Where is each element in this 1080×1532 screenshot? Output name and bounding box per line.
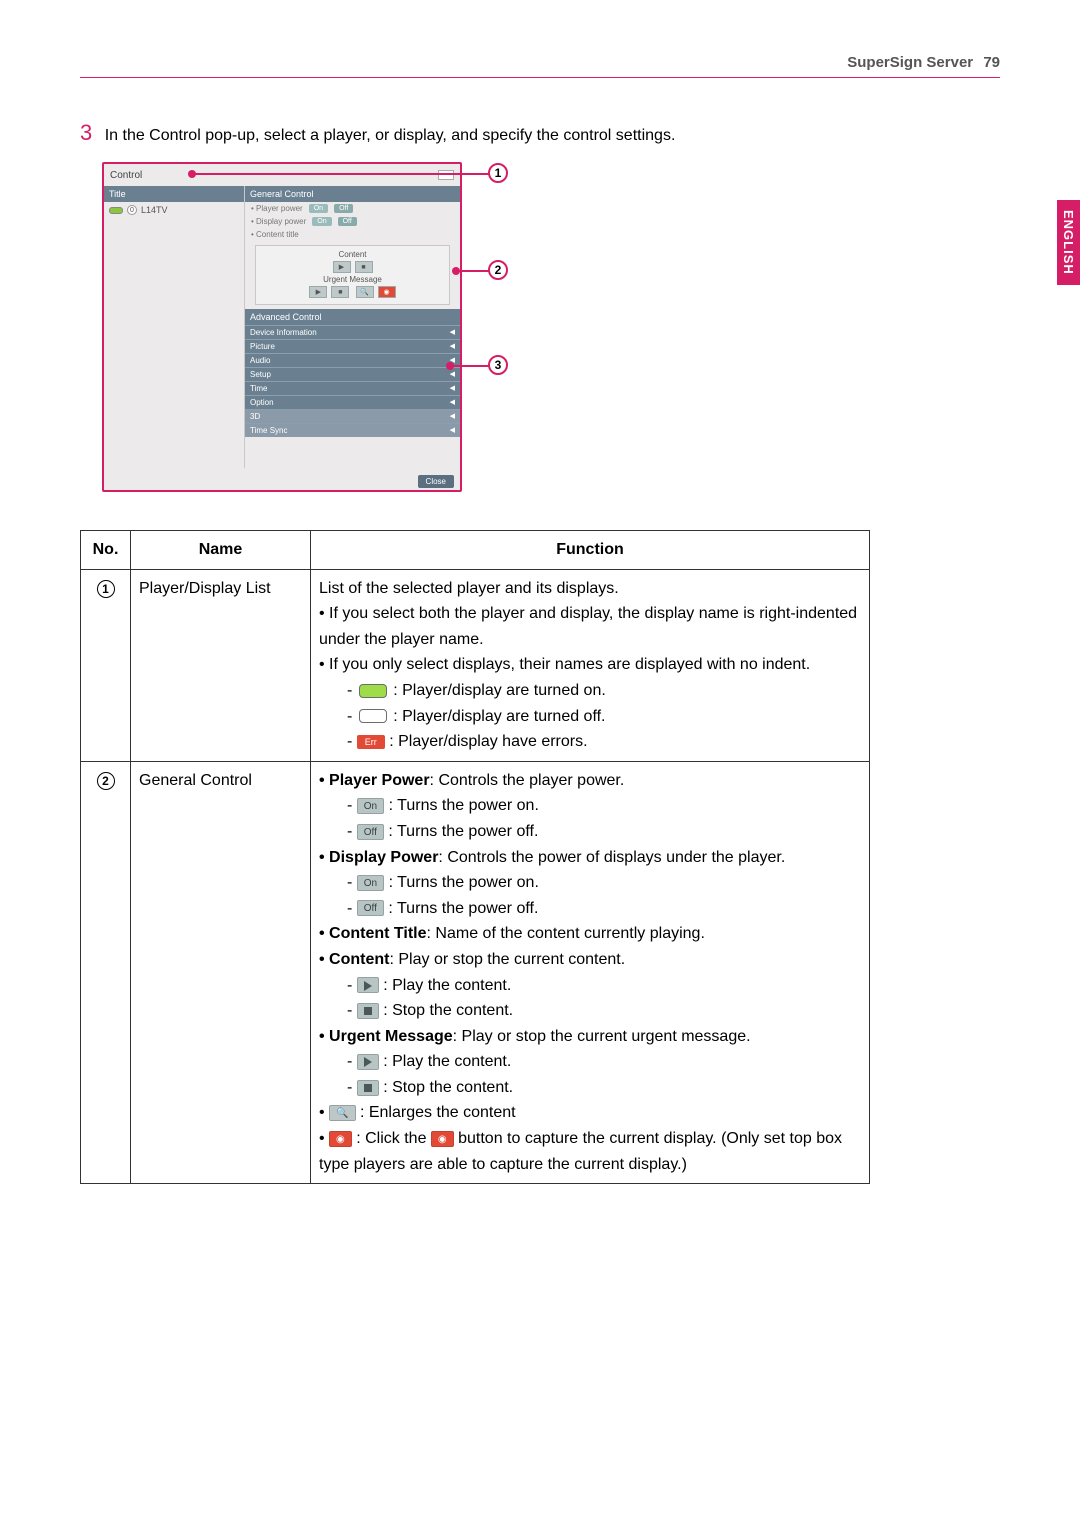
th-name: Name bbox=[131, 531, 311, 570]
step-number: 3 bbox=[80, 120, 92, 145]
content-play-button[interactable]: ▶ bbox=[333, 261, 351, 273]
th-function: Function bbox=[311, 531, 870, 570]
player-power-on-button[interactable]: On bbox=[309, 204, 328, 213]
adv-timesync[interactable]: Time Sync◀ bbox=[245, 423, 460, 437]
play-button-icon-2 bbox=[357, 1054, 379, 1070]
display-power-row: • Display power On Off bbox=[245, 215, 460, 228]
content-label: Content bbox=[260, 250, 445, 259]
header-title: SuperSign Server bbox=[847, 54, 973, 71]
content-text: : Play or stop the current content. bbox=[389, 951, 625, 968]
row1-line3: • If you only select displays, their nam… bbox=[319, 652, 861, 678]
status-off-icon bbox=[359, 709, 387, 723]
display-power-label: • Display power bbox=[251, 217, 306, 226]
row1-line1: List of the selected player and its disp… bbox=[319, 576, 861, 602]
status-err-icon: Err bbox=[357, 735, 385, 749]
general-control-header: General Control bbox=[245, 186, 460, 202]
adv-option[interactable]: Option◀ bbox=[245, 395, 460, 409]
adv-3d[interactable]: 3D◀ bbox=[245, 409, 460, 423]
adv-picture[interactable]: Picture◀ bbox=[245, 339, 460, 353]
display-power-text: : Controls the power of displays under t… bbox=[438, 849, 785, 866]
urgent-message-text: : Play or stop the current urgent messag… bbox=[453, 1028, 751, 1045]
off-button-icon-2: Off bbox=[357, 900, 384, 916]
capture-icon-2: ◉ bbox=[431, 1131, 454, 1147]
content-controls-box: Content ▶ ■ Urgent Message ▶ ■ 🔍 ◉ bbox=[255, 245, 450, 305]
device-row[interactable]: 0 L14TV bbox=[104, 202, 244, 218]
row2-func: • Player Power: Controls the player powe… bbox=[311, 761, 870, 1184]
page-header: SuperSign Server 79 bbox=[80, 54, 1000, 78]
on-text: : Turns the power on. bbox=[389, 797, 539, 814]
row1-line2: • If you select both the player and disp… bbox=[319, 601, 861, 652]
urgent-message-bold: • Urgent Message bbox=[319, 1028, 453, 1045]
player-power-row: • Player power On Off bbox=[245, 202, 460, 215]
minimize-icon[interactable] bbox=[438, 170, 454, 180]
device-number-icon: 0 bbox=[127, 205, 137, 215]
stop-text: : Stop the content. bbox=[383, 1002, 513, 1019]
adv-audio[interactable]: Audio◀ bbox=[245, 353, 460, 367]
on-button-icon: On bbox=[357, 798, 384, 814]
off-text-2: : Turns the power off. bbox=[388, 900, 538, 917]
step-text: In the Control pop-up, select a player, … bbox=[105, 127, 676, 144]
adv-setup[interactable]: Setup◀ bbox=[245, 367, 460, 381]
off-button-icon: Off bbox=[357, 824, 384, 840]
stop-button-icon bbox=[357, 1003, 379, 1019]
popup-title: Control bbox=[110, 170, 142, 181]
display-power-bold: • Display Power bbox=[319, 849, 438, 866]
play-text-2: : Play the content. bbox=[383, 1053, 511, 1070]
content-title-label: • Content title bbox=[251, 230, 299, 239]
row1-on-text: : Player/display are turned on. bbox=[393, 682, 606, 699]
enlarge-icon: 🔍 bbox=[329, 1105, 355, 1121]
th-no: No. bbox=[81, 531, 131, 570]
display-power-off-button[interactable]: Off bbox=[338, 217, 357, 226]
stop-text-2: : Stop the content. bbox=[383, 1079, 513, 1096]
status-on-icon bbox=[359, 684, 387, 698]
display-power-on-button[interactable]: On bbox=[312, 217, 331, 226]
urgent-play-button[interactable]: ▶ bbox=[309, 286, 327, 298]
on-text-2: : Turns the power on. bbox=[389, 874, 539, 891]
content-bold: • Content bbox=[319, 951, 389, 968]
capture-button[interactable]: ◉ bbox=[378, 286, 396, 298]
urgent-stop-button[interactable]: ■ bbox=[331, 286, 349, 298]
language-tab: ENGLISH bbox=[1057, 200, 1080, 285]
description-table: No. Name Function 1 Player/Display List … bbox=[80, 530, 870, 1184]
status-on-icon bbox=[109, 207, 123, 214]
play-button-icon bbox=[357, 977, 379, 993]
row2-no: 2 bbox=[81, 761, 131, 1184]
content-stop-button[interactable]: ■ bbox=[355, 261, 373, 273]
adv-time[interactable]: Time◀ bbox=[245, 381, 460, 395]
page-number: 79 bbox=[983, 54, 1000, 71]
content-title-text: : Name of the content currently playing. bbox=[427, 925, 705, 942]
row1-no: 1 bbox=[81, 569, 131, 761]
row1-off-text: : Player/display are turned off. bbox=[393, 708, 605, 725]
player-power-off-button[interactable]: Off bbox=[334, 204, 353, 213]
row2-name: General Control bbox=[131, 761, 311, 1184]
enlarge-button[interactable]: 🔍 bbox=[356, 286, 374, 298]
title-column-header: Title bbox=[104, 186, 244, 202]
capture-text-1: : Click the bbox=[356, 1130, 431, 1147]
row1-func: List of the selected player and its disp… bbox=[311, 569, 870, 761]
row1-name: Player/Display List bbox=[131, 569, 311, 761]
on-button-icon-2: On bbox=[357, 875, 384, 891]
off-text: : Turns the power off. bbox=[388, 823, 538, 840]
enlarge-text: : Enlarges the content bbox=[360, 1104, 516, 1121]
play-text: : Play the content. bbox=[383, 977, 511, 994]
device-name: L14TV bbox=[141, 205, 168, 215]
adv-device-info[interactable]: Device Information◀ bbox=[245, 325, 460, 339]
step-line: 3 In the Control pop-up, select a player… bbox=[80, 118, 860, 149]
content-title-bold: • Content Title bbox=[319, 925, 427, 942]
urgent-label: Urgent Message bbox=[260, 275, 445, 284]
advanced-control-header: Advanced Control bbox=[245, 309, 460, 325]
row1-err-text: : Player/display have errors. bbox=[389, 733, 587, 750]
player-power-bold: • Player Power bbox=[319, 772, 430, 789]
player-power-text: : Controls the player power. bbox=[430, 772, 625, 789]
control-popup-screenshot: Control Title 0 L14TV General Control • … bbox=[102, 162, 572, 522]
close-button[interactable]: Close bbox=[418, 475, 454, 488]
player-power-label: • Player power bbox=[251, 204, 303, 213]
stop-button-icon-2 bbox=[357, 1080, 379, 1096]
capture-icon: ◉ bbox=[329, 1131, 352, 1147]
content-title-row: • Content title bbox=[245, 228, 460, 241]
